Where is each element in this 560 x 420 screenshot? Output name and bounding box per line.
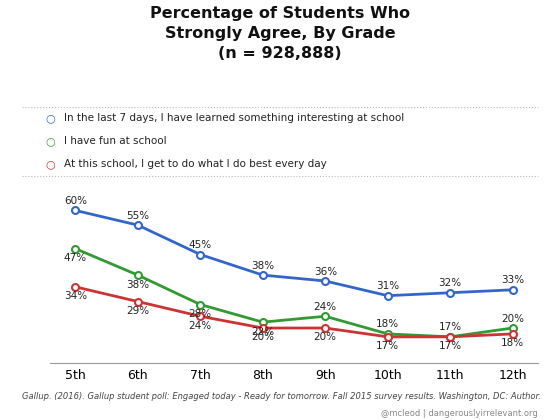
Text: Percentage of Students Who
Strongly Agree, By Grade
(n = 928,888): Percentage of Students Who Strongly Agre… [150, 6, 410, 61]
Text: ○: ○ [45, 159, 55, 169]
Text: 17%: 17% [376, 341, 399, 351]
Text: 34%: 34% [64, 291, 87, 301]
Text: 47%: 47% [64, 253, 87, 263]
Text: 18%: 18% [501, 339, 524, 348]
Text: 38%: 38% [127, 280, 150, 289]
Text: 18%: 18% [376, 320, 399, 329]
Text: In the last 7 days, I have learned something interesting at school: In the last 7 days, I have learned somet… [64, 113, 405, 123]
Text: 31%: 31% [376, 281, 399, 291]
Text: 17%: 17% [438, 323, 461, 333]
Text: 38%: 38% [251, 261, 274, 270]
Text: 33%: 33% [501, 276, 524, 286]
Text: 32%: 32% [438, 278, 461, 288]
Text: 24%: 24% [189, 321, 212, 331]
Text: 20%: 20% [501, 314, 524, 323]
Text: ○: ○ [45, 136, 55, 146]
Text: 17%: 17% [438, 341, 461, 351]
Text: 36%: 36% [314, 267, 337, 276]
Text: Gallup. (2016). Gallup student poll: Engaged today - Ready for tomorrow. Fall 20: Gallup. (2016). Gallup student poll: Eng… [22, 392, 542, 401]
Text: At this school, I get to do what I do best every day: At this school, I get to do what I do be… [64, 159, 327, 169]
Text: 55%: 55% [127, 211, 150, 221]
Text: 20%: 20% [251, 333, 274, 342]
Text: 28%: 28% [189, 309, 212, 319]
Text: 24%: 24% [314, 302, 337, 312]
Text: 22%: 22% [251, 327, 274, 336]
Text: @mcleod | dangerouslyirrelevant.org: @mcleod | dangerouslyirrelevant.org [381, 409, 538, 418]
Text: ○: ○ [45, 113, 55, 123]
Text: 20%: 20% [314, 333, 337, 342]
Text: I have fun at school: I have fun at school [64, 136, 167, 146]
Text: 29%: 29% [127, 306, 150, 316]
Text: 60%: 60% [64, 196, 87, 206]
Text: 45%: 45% [189, 240, 212, 250]
